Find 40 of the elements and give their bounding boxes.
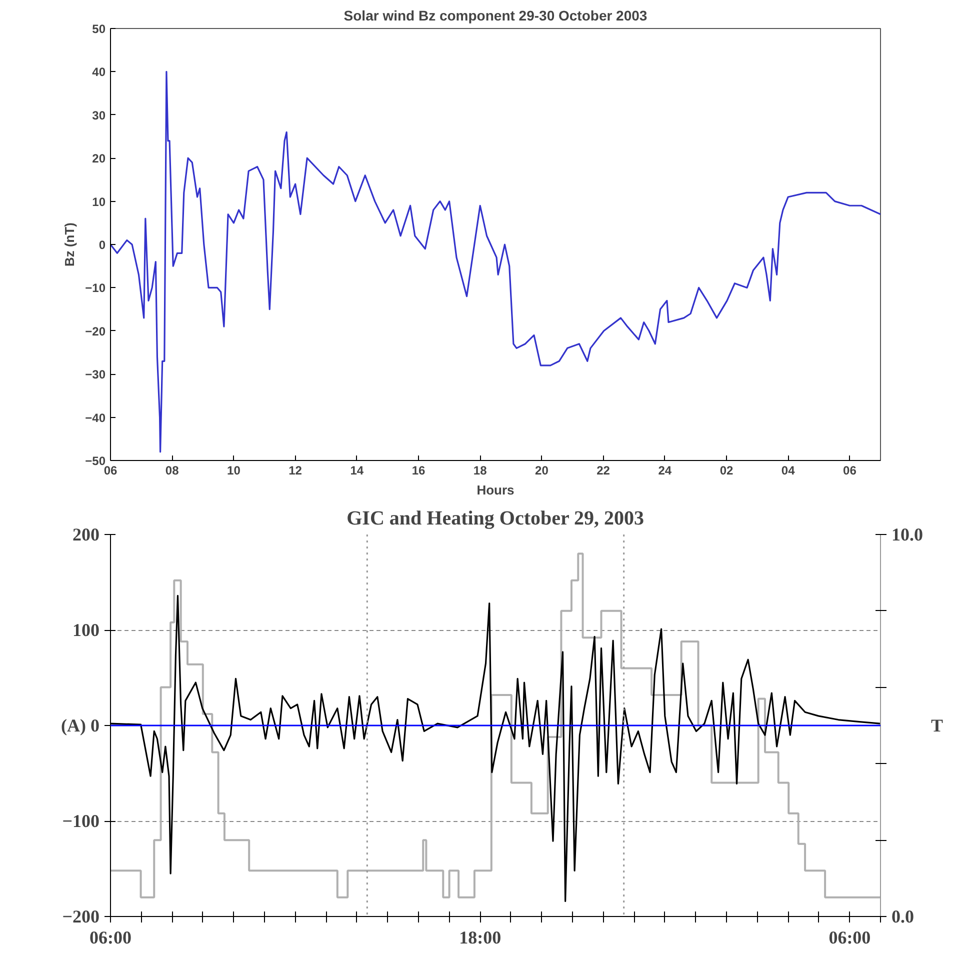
y-tick-label: −50 bbox=[85, 454, 106, 468]
chart-title: Solar wind Bz component 29-30 October 2003 bbox=[344, 8, 648, 24]
x-tick-label: 12 bbox=[288, 464, 302, 478]
y-axis-title: Bz (nT) bbox=[62, 222, 78, 267]
x-tick-label: 06 bbox=[843, 464, 857, 478]
y-tick-label: −100 bbox=[62, 811, 100, 831]
y2-axis-title: T bbox=[931, 716, 944, 736]
x-tick-label: 10 bbox=[227, 464, 241, 478]
line-series bbox=[110, 70, 880, 453]
x-axis-title: Hours bbox=[476, 482, 514, 498]
x-tick-label: 02 bbox=[720, 464, 734, 478]
x-tick-label: 24 bbox=[658, 464, 672, 478]
y-tick-label: 0 bbox=[98, 238, 106, 252]
y-tick-label: 30 bbox=[92, 108, 106, 122]
x-tick-label: 08 bbox=[165, 464, 180, 478]
x-tick-label: 06:00 bbox=[828, 928, 871, 948]
x-tick-label: 18 bbox=[473, 464, 488, 478]
y-tick-label: 200 bbox=[72, 524, 100, 544]
y-tick-label: 100 bbox=[72, 620, 100, 640]
y-tick-label: −30 bbox=[85, 368, 106, 382]
x-tick-label: 14 bbox=[350, 464, 364, 478]
x-tick-label: 22 bbox=[596, 464, 610, 478]
y-tick-label: −200 bbox=[62, 906, 100, 926]
chart-title: GIC and Heating October 29, 2003 bbox=[346, 508, 644, 530]
y-tick-label: 40 bbox=[92, 65, 106, 80]
x-tick-label: 04 bbox=[781, 464, 796, 478]
y-tick-label: −20 bbox=[85, 324, 106, 338]
x-tick-label: 20 bbox=[535, 464, 549, 478]
y2-tick-label: 0.0 bbox=[892, 906, 914, 926]
y2-tick-label: 10.0 bbox=[892, 524, 923, 544]
y-tick-label: 50 bbox=[92, 22, 106, 36]
x-tick-label: 06 bbox=[104, 464, 118, 478]
y-tick-label: −10 bbox=[85, 281, 106, 296]
x-tick-label: 16 bbox=[412, 464, 426, 478]
y-tick-label: (A) 0 bbox=[61, 716, 100, 736]
y-tick-label: −40 bbox=[85, 410, 106, 425]
x-tick-label: 06:00 bbox=[90, 928, 132, 948]
y-tick-label: 10 bbox=[92, 194, 106, 209]
y-tick-label: 20 bbox=[92, 152, 106, 166]
x-tick-label: 18:00 bbox=[459, 928, 502, 948]
